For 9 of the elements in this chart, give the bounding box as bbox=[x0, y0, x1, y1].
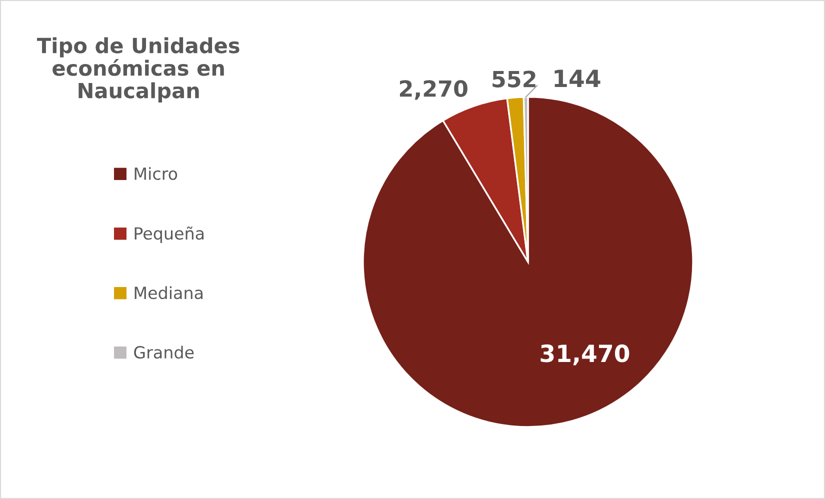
data-label: 2,270 bbox=[400, 80, 468, 100]
legend-label: Micro bbox=[134, 167, 178, 180]
data-label: 552 bbox=[492, 70, 536, 88]
data-label: 144 bbox=[554, 70, 600, 88]
legend-label: Pequeña bbox=[134, 226, 204, 243]
legend-label: Mediana bbox=[134, 286, 202, 300]
data-label: 31,470 bbox=[540, 344, 630, 366]
chart-title: Tipo de Unidades económicas en Naucalpan bbox=[36, 37, 240, 102]
legend-label: Grande bbox=[134, 346, 194, 359]
